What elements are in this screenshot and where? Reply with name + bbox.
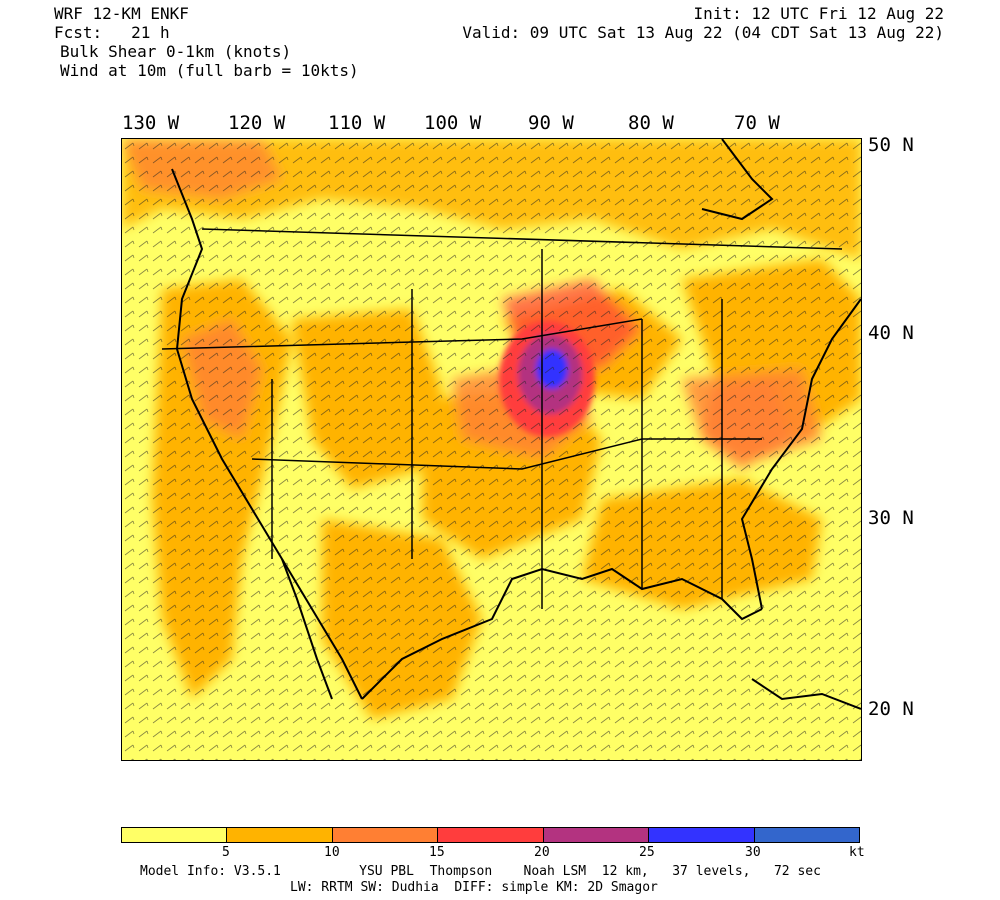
wind-description: Wind at 10m (full barb = 10kts): [60, 61, 359, 80]
lon-label-100w: 100 W: [424, 112, 482, 134]
colorbar-swatch-4: [543, 828, 650, 842]
lat-label-30n: 30 N: [868, 507, 914, 529]
colorbar-swatch-3: [438, 828, 544, 842]
colorbar-label-25: 25: [639, 845, 655, 860]
colorbar-unit: kt: [849, 845, 865, 860]
lat-label-20n: 20 N: [868, 698, 914, 720]
physics-info: LW: RRTM SW: Dudhia DIFF: simple KM: 2D …: [290, 880, 658, 895]
colorbar-label-10: 10: [324, 845, 340, 860]
lat-label-50n: 50 N: [868, 134, 914, 156]
map-canvas: [122, 139, 861, 760]
shear-map: [121, 138, 862, 761]
colorbar-swatch-6: [754, 828, 859, 842]
colorbar: [121, 827, 860, 843]
colorbar-label-15: 15: [429, 845, 445, 860]
lon-label-90w: 90 W: [528, 112, 574, 134]
colorbar-label-30: 30: [745, 845, 761, 860]
lon-label-80w: 80 W: [628, 112, 674, 134]
state-borders: [161, 228, 843, 609]
model-info: Model Info: V3.5.1 YSU PBL Thompson Noah…: [140, 864, 821, 879]
colorbar-swatch-2: [332, 828, 439, 842]
init-time: Init: 12 UTC Fri 12 Aug 22: [693, 4, 944, 23]
valid-time: Valid: 09 UTC Sat 13 Aug 22 (04 CDT Sat …: [462, 23, 944, 42]
colorbar-swatch-5: [649, 828, 755, 842]
lon-label-130w: 130 W: [122, 112, 180, 134]
colorbar-label-5: 5: [222, 845, 230, 860]
colorbar-label-20: 20: [534, 845, 550, 860]
model-title: WRF 12-KM ENKF: [54, 4, 189, 23]
wind-barbs: [122, 139, 861, 760]
lon-label-110w: 110 W: [328, 112, 386, 134]
field-name: Bulk Shear 0-1km (knots): [60, 42, 292, 61]
colorbar-swatch-1: [227, 828, 333, 842]
colorbar-swatch-0: [122, 828, 228, 842]
lat-label-40n: 40 N: [868, 322, 914, 344]
forecast-hour: Fcst: 21 h: [54, 23, 170, 42]
lon-label-120w: 120 W: [228, 112, 286, 134]
lon-label-70w: 70 W: [734, 112, 780, 134]
